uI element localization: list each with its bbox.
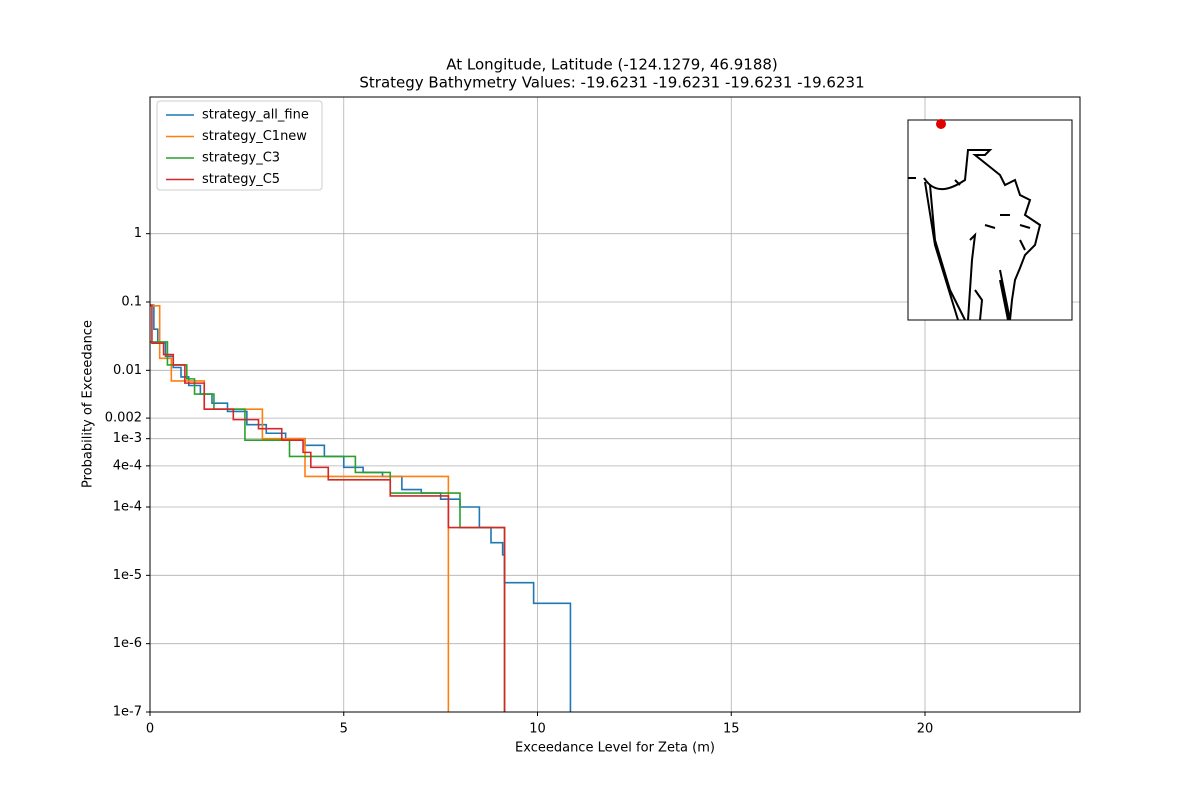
location-marker bbox=[936, 119, 946, 129]
legend: strategy_all_fine strategy_C1new strategy_… bbox=[156, 100, 323, 191]
y-tick-label: 1e-3 bbox=[113, 431, 142, 446]
x-tick-label: 5 bbox=[340, 722, 348, 737]
legend-frame bbox=[156, 100, 323, 191]
y-tick-label: 1e-6 bbox=[113, 636, 142, 651]
y-tick-label: 0.01 bbox=[113, 363, 142, 378]
y-tick-label: 1e-5 bbox=[113, 568, 142, 583]
coastline bbox=[908, 149, 1042, 321]
x-tick-label: 15 bbox=[723, 722, 740, 737]
legend-label: strategy_all_fine bbox=[202, 108, 309, 123]
inset-map bbox=[907, 119, 1073, 321]
y-tick-label: 1e-4 bbox=[113, 500, 142, 515]
legend-label: strategy_C1new bbox=[202, 129, 307, 144]
y-tick-label: 4e-4 bbox=[113, 458, 142, 473]
series-line bbox=[150, 304, 506, 712]
x-tick-label: 0 bbox=[146, 722, 154, 737]
y-tick-label: 1 bbox=[134, 226, 142, 241]
chart-subtitle: Strategy Bathymetry Values: -19.6231 -19… bbox=[359, 74, 864, 92]
y-tick-label: 0.1 bbox=[121, 295, 142, 310]
x-tick-label: 20 bbox=[917, 722, 934, 737]
y-axis-label: Probability of Exceedance bbox=[81, 320, 96, 488]
plot-lines bbox=[150, 304, 572, 712]
plot-frame bbox=[149, 96, 1081, 713]
y-tick-label: 0.002 bbox=[105, 411, 142, 426]
grid bbox=[149, 97, 1080, 713]
series-line bbox=[150, 341, 506, 712]
y-tick-label: 1e-7 bbox=[113, 705, 142, 720]
chart-title: At Longitude, Latitude (-124.1279, 46.91… bbox=[446, 56, 778, 74]
legend-label: strategy_C3 bbox=[202, 151, 280, 166]
x-tick-label: 10 bbox=[529, 722, 546, 737]
legend-label: strategy_C5 bbox=[202, 172, 280, 187]
inset-frame bbox=[907, 119, 1073, 321]
x-axis-label: Exceedance Level for Zeta (m) bbox=[515, 741, 715, 756]
